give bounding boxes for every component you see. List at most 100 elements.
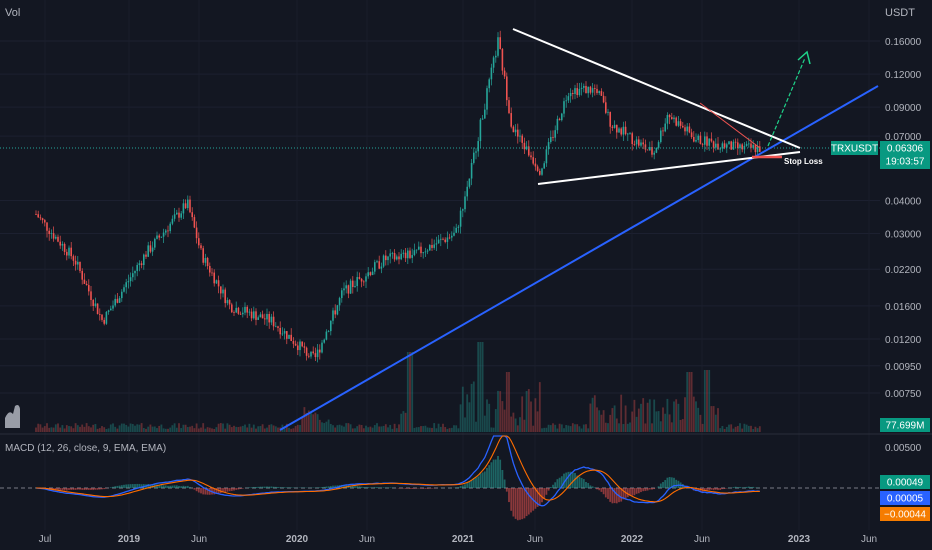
macd-hist-bar xyxy=(371,487,374,488)
triangle-upper-line[interactable] xyxy=(512,28,801,149)
volume-bar xyxy=(329,423,332,432)
macd-hist-bar xyxy=(226,488,229,492)
time-axis[interactable]: Jul 2019 Jun 2020 Jun 2021 Jun 2022 Jun 2023 Jun xyxy=(39,534,877,545)
volume-bar xyxy=(213,428,216,432)
candle-body xyxy=(457,226,460,228)
candle-body xyxy=(330,320,332,332)
macd-hist-bar xyxy=(708,488,711,491)
candle-body xyxy=(378,261,380,269)
macd-hist-bar xyxy=(136,483,139,488)
macd-hist-bar xyxy=(646,488,649,491)
volume-bar xyxy=(659,421,662,432)
volume-bar xyxy=(455,425,458,432)
volume-bar xyxy=(316,414,319,432)
candle-body xyxy=(734,141,737,143)
volume-bar xyxy=(536,411,539,432)
candle-body xyxy=(224,289,226,304)
time-tick-label: Jul xyxy=(39,534,52,545)
volume-bar xyxy=(428,427,431,432)
candle-body xyxy=(429,245,431,251)
volume-bar xyxy=(162,428,165,432)
volume-bar xyxy=(257,426,260,432)
macd-hist-bar xyxy=(721,488,724,490)
candle-body xyxy=(541,168,543,175)
macd-hist-bar xyxy=(92,488,95,491)
candle-body xyxy=(618,128,620,133)
candle-body xyxy=(211,272,213,274)
candle-body xyxy=(756,146,759,153)
volume-bar xyxy=(178,423,180,432)
candle-body xyxy=(90,291,92,301)
candle-body xyxy=(147,245,149,257)
price-tick-label: 0.03000 xyxy=(885,230,922,241)
macd-hist-bar xyxy=(492,459,495,488)
candle-body xyxy=(297,345,299,351)
volume-bar xyxy=(307,410,310,432)
time-tick-label: Jun xyxy=(861,534,877,545)
candle-body xyxy=(481,118,484,120)
volume-bar xyxy=(519,417,521,432)
volume-bar xyxy=(461,386,464,432)
volume-bar xyxy=(208,427,211,432)
volume-bar xyxy=(686,372,689,432)
macd-hist-bar xyxy=(501,469,504,488)
volume-bar xyxy=(668,414,671,432)
ascending-trendline[interactable] xyxy=(279,85,879,431)
price-axis[interactable]: 0.16000 0.12000 0.09000 0.07000 0.04000 0.030… xyxy=(885,37,922,400)
macd-hist-bar xyxy=(604,488,607,498)
candle-body xyxy=(446,237,449,242)
macd-hist-bar xyxy=(516,488,519,521)
macd-hist-bar xyxy=(61,488,64,491)
macd-hist-bar xyxy=(147,484,150,488)
candle-body xyxy=(677,121,680,126)
volume-bar xyxy=(677,403,680,432)
candle-body xyxy=(598,91,600,94)
macd-hist-bar xyxy=(79,488,81,490)
volume-bar xyxy=(112,423,114,432)
volume-bar xyxy=(662,407,664,432)
target-arrow-head xyxy=(797,50,811,65)
candle-body xyxy=(426,250,429,252)
macd-hist-bar xyxy=(677,480,680,488)
candle-body xyxy=(233,312,235,313)
candle-body xyxy=(66,251,68,256)
candle-body xyxy=(547,142,550,150)
volume-bar xyxy=(175,427,178,432)
macd-hist-bar xyxy=(552,484,554,488)
volume-bar xyxy=(301,417,304,432)
volume-bar xyxy=(604,422,607,432)
volume-bar xyxy=(109,424,112,432)
macd-hist-bar xyxy=(743,487,746,488)
volume-bar xyxy=(90,427,92,432)
volume-bar xyxy=(244,424,246,432)
candle-body xyxy=(545,149,548,164)
candle-body xyxy=(565,100,567,102)
candle-body xyxy=(613,124,616,128)
candle-body xyxy=(453,232,455,236)
macd-hist-bar xyxy=(215,488,218,494)
candle-body xyxy=(638,139,640,146)
candle-body xyxy=(167,230,169,232)
candle-body xyxy=(371,271,374,276)
candle-body xyxy=(129,277,132,282)
candle-body xyxy=(393,253,396,260)
volume-bar xyxy=(292,428,295,432)
macd-hist-bar xyxy=(541,488,543,503)
target-arrow[interactable] xyxy=(767,57,806,147)
candle-body xyxy=(338,298,341,306)
volume-bar xyxy=(252,424,255,432)
price-tick-label: 0.01200 xyxy=(885,335,922,346)
macd-hist-bar xyxy=(321,487,323,488)
candle-body xyxy=(198,238,200,246)
candle-body xyxy=(701,143,704,145)
candle-body xyxy=(178,212,180,218)
price-tick-label: 0.00750 xyxy=(885,389,922,400)
candle-body xyxy=(310,351,312,357)
volume-bar xyxy=(545,427,548,432)
macd-hist-bar xyxy=(569,471,572,488)
volume-bar xyxy=(589,403,592,432)
candle-body xyxy=(184,203,187,209)
candle-body xyxy=(448,237,451,239)
macd-hist-bar xyxy=(587,483,590,488)
